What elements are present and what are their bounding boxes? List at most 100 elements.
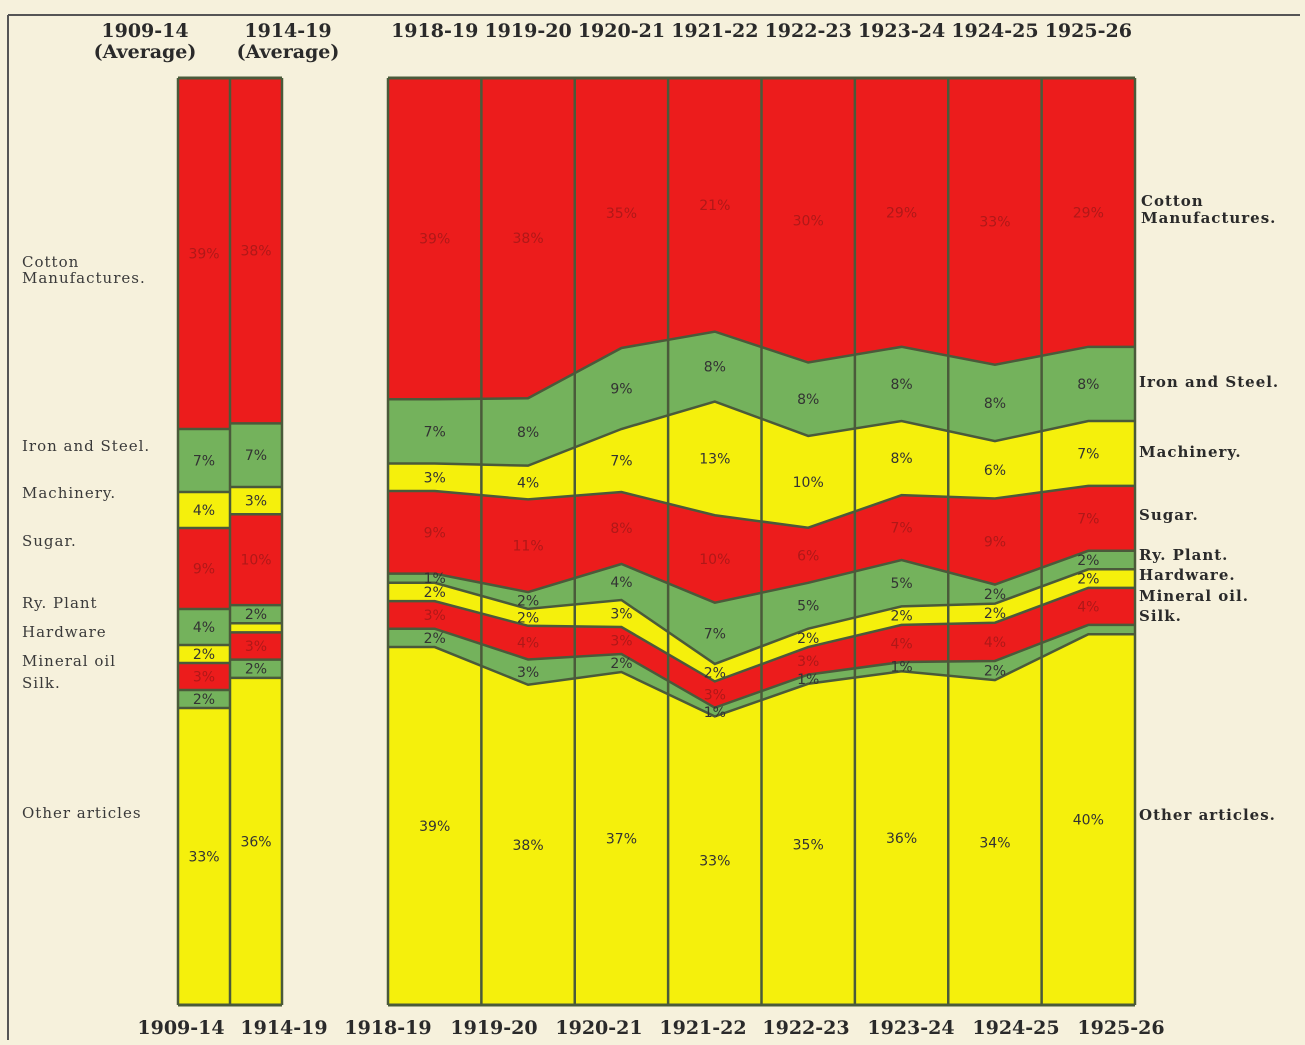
data-label-3-2: 3% [245, 494, 267, 510]
band-3-avg-2 [230, 486, 282, 515]
band-9-avg-1 [178, 708, 230, 1005]
data-label-1-10: 29% [1073, 205, 1104, 221]
band-1-avg-1 [178, 78, 230, 429]
data-label-7-7: 3% [797, 654, 819, 670]
footer-6: 1921-22 [659, 1017, 746, 1039]
data-label-7-3: 3% [424, 608, 446, 624]
data-label-9-8: 36% [886, 831, 917, 847]
data-label-9-10: 40% [1073, 813, 1104, 829]
data-label-6-8: 2% [890, 609, 912, 625]
data-label-6-3: 2% [424, 585, 446, 601]
data-label-3-6: 13% [699, 451, 730, 467]
data-label-7-5: 3% [610, 634, 632, 650]
data-label-4-9: 9% [984, 535, 1006, 551]
data-label-7-2: 3% [245, 639, 267, 655]
footer-10: 1925-26 [1077, 1017, 1164, 1039]
data-label-5-10: 2% [1077, 553, 1099, 569]
header-8: 1923-24 [858, 20, 945, 42]
data-label-1-1: 39% [188, 247, 219, 263]
right-label-8: Silk. [1139, 607, 1182, 625]
data-label-9-2: 36% [240, 834, 271, 850]
data-label-8-5: 2% [610, 656, 632, 672]
left-label-3: Machinery. [22, 484, 116, 502]
data-label-8-7: 1% [797, 672, 819, 688]
right-label-6: Hardware. [1139, 566, 1236, 584]
data-label-2-7: 8% [797, 392, 819, 408]
right-label-1: Cotton Manufactures. [1141, 192, 1276, 227]
data-label-2-10: 8% [1077, 377, 1099, 393]
data-label-1-8: 29% [886, 205, 917, 221]
footer-9: 1924-25 [972, 1017, 1059, 1039]
header-7: 1922-23 [765, 20, 852, 42]
band-2-avg-1 [178, 429, 230, 492]
data-label-6-9: 2% [984, 606, 1006, 622]
data-label-2-6: 8% [704, 360, 726, 376]
header-6: 1921-22 [671, 20, 758, 42]
data-label-3-3: 3% [424, 470, 446, 486]
data-label-3-8: 8% [890, 451, 912, 467]
data-label-7-1: 3% [193, 670, 215, 686]
left-label-other: Other articles [22, 804, 142, 822]
band-4-avg-2 [230, 514, 282, 606]
data-label-8-4: 3% [517, 665, 539, 681]
data-label-1-4: 38% [513, 231, 544, 247]
data-label-5-3: 1% [424, 571, 446, 587]
data-label-7-4: 4% [517, 636, 539, 652]
data-label-4-8: 7% [890, 521, 912, 537]
data-label-5-2: 2% [245, 607, 267, 623]
data-label-6-1: 2% [193, 647, 215, 663]
header-sub-2: (Average) [237, 41, 340, 63]
column-headers: 1909-14 1914-19 1918-19 1919-20 1920-21 1921-… [94, 20, 1132, 63]
left-label-5: Ry. Plant [22, 594, 98, 612]
data-label-2-9: 8% [984, 396, 1006, 412]
data-label-3-10: 7% [1077, 446, 1099, 462]
band-4-avg-1 [178, 528, 230, 609]
band-9-avg-2 [230, 677, 282, 1005]
band-8-avg-1 [178, 690, 230, 708]
band-5-avg-2 [230, 605, 282, 624]
data-label-1-2: 38% [240, 244, 271, 260]
right-label-other: Other articles. [1139, 806, 1276, 824]
data-label-1-9: 33% [979, 214, 1010, 230]
left-label-4: Sugar. [22, 532, 77, 550]
header-10: 1925-26 [1045, 20, 1132, 42]
footer-5: 1920-21 [555, 1017, 642, 1039]
data-label-1-3: 39% [419, 232, 450, 248]
data-label-6-7: 2% [797, 631, 819, 647]
header-2: 1914-19 [244, 20, 331, 42]
data-label-2-1: 7% [193, 454, 215, 470]
band-6-avg-2 [230, 623, 282, 633]
data-label-9-5: 37% [606, 832, 637, 848]
band-1-avg-2 [230, 78, 282, 424]
data-label-8-9: 2% [984, 664, 1006, 680]
data-label-8-3: 2% [424, 631, 446, 647]
left-label-1: Cotton Manufactures. [22, 253, 146, 287]
data-label-9-4: 38% [513, 838, 544, 854]
right-label-2: Iron and Steel. [1139, 373, 1279, 391]
data-label-9-3: 39% [419, 819, 450, 835]
right-legend: Cotton Manufactures. Iron and Steel. Machin… [1139, 192, 1279, 824]
data-label-5-9: 2% [984, 587, 1006, 603]
data-label-8-2: 2% [245, 662, 267, 678]
data-label-2-5: 9% [610, 382, 632, 398]
data-label-9-9: 34% [979, 836, 1010, 852]
data-label-8-8: 1% [890, 660, 912, 676]
right-label-5: Ry. Plant. [1139, 546, 1228, 564]
data-label-8-6: 1% [704, 705, 726, 721]
chart-frame [7, 14, 1300, 1040]
data-label-4-3: 9% [424, 525, 446, 541]
left-label-2: Iron and Steel. [22, 437, 150, 455]
data-label-9-1: 33% [188, 850, 219, 866]
footer-1: 1909-14 [137, 1017, 224, 1039]
data-label-4-1: 9% [193, 562, 215, 578]
data-label-3-9: 6% [984, 463, 1006, 479]
band-6-avg-1 [178, 645, 230, 663]
footer-3: 1918-19 [344, 1017, 431, 1039]
data-label-9-7: 35% [793, 837, 824, 853]
data-label-3-4: 4% [517, 476, 539, 492]
data-label-5-5: 4% [610, 575, 632, 591]
data-label-5-8: 5% [890, 576, 912, 592]
header-5: 1920-21 [578, 20, 665, 42]
data-label-6-6: 2% [704, 666, 726, 682]
